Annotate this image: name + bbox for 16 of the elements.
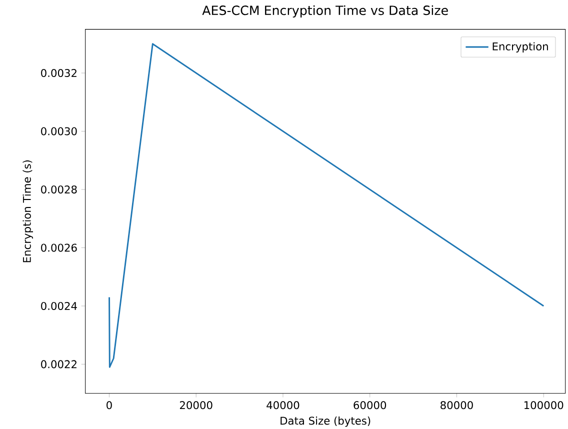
legend-label: Encryption (492, 42, 548, 52)
x-tick-label: 0 (106, 400, 112, 410)
x-tick-label: 100000 (524, 400, 564, 410)
y-tick-label: 0.0026 (41, 244, 77, 252)
x-tick-label: 80000 (440, 400, 473, 410)
chart-title: AES-CCM Encryption Time vs Data Size (202, 5, 448, 18)
y-axis-title: Encryption Time (s) (22, 160, 33, 262)
x-axis-title: Data Size (bytes) (280, 416, 370, 427)
y-tick-label: 0.0028 (41, 185, 77, 194)
x-tick-label: 60000 (354, 400, 386, 410)
y-tick-label: 0.0030 (41, 127, 77, 136)
y-tick-label: 0.0032 (41, 68, 76, 77)
x-tick-label: 20000 (180, 400, 212, 410)
x-tick-label: 40000 (266, 400, 300, 410)
y-tick-label: 0.0024 (41, 302, 77, 310)
y-tick-label: 0.0022 (41, 360, 76, 368)
